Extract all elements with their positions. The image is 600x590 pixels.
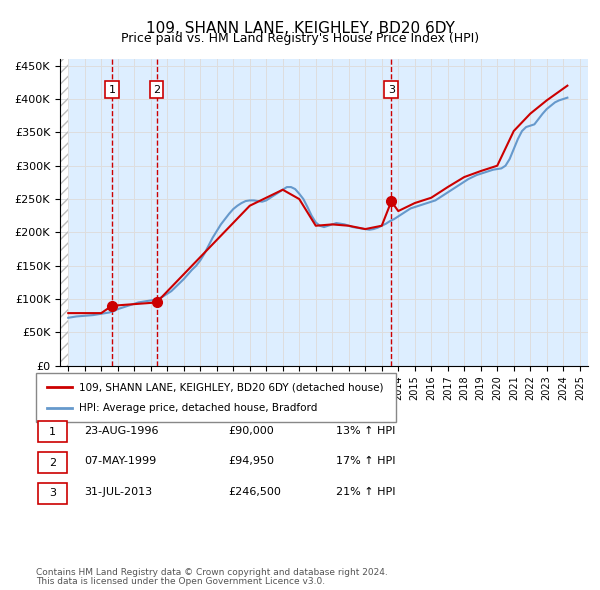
Text: This data is licensed under the Open Government Licence v3.0.: This data is licensed under the Open Gov… <box>36 577 325 586</box>
Text: 3: 3 <box>49 489 56 498</box>
Text: Price paid vs. HM Land Registry's House Price Index (HPI): Price paid vs. HM Land Registry's House … <box>121 32 479 45</box>
Text: £246,500: £246,500 <box>228 487 281 497</box>
Text: 21% ↑ HPI: 21% ↑ HPI <box>336 487 395 497</box>
FancyBboxPatch shape <box>38 483 67 504</box>
FancyBboxPatch shape <box>36 373 396 422</box>
Text: 23-AUG-1996: 23-AUG-1996 <box>84 426 158 435</box>
Text: 109, SHANN LANE, KEIGHLEY, BD20 6DY (detached house): 109, SHANN LANE, KEIGHLEY, BD20 6DY (det… <box>79 382 384 392</box>
Text: 13% ↑ HPI: 13% ↑ HPI <box>336 426 395 435</box>
Text: 07-MAY-1999: 07-MAY-1999 <box>84 457 156 466</box>
Text: HPI: Average price, detached house, Bradford: HPI: Average price, detached house, Brad… <box>79 404 317 414</box>
Text: 2: 2 <box>49 458 56 467</box>
Text: 17% ↑ HPI: 17% ↑ HPI <box>336 457 395 466</box>
Text: £90,000: £90,000 <box>228 426 274 435</box>
Text: 31-JUL-2013: 31-JUL-2013 <box>84 487 152 497</box>
Bar <box>60 59 68 366</box>
Text: 109, SHANN LANE, KEIGHLEY, BD20 6DY: 109, SHANN LANE, KEIGHLEY, BD20 6DY <box>146 21 454 35</box>
Text: 2: 2 <box>153 85 160 94</box>
FancyBboxPatch shape <box>38 421 67 442</box>
Text: 1: 1 <box>49 427 56 437</box>
Text: 3: 3 <box>388 85 395 94</box>
Text: 1: 1 <box>109 85 115 94</box>
FancyBboxPatch shape <box>38 452 67 473</box>
Text: Contains HM Land Registry data © Crown copyright and database right 2024.: Contains HM Land Registry data © Crown c… <box>36 568 388 577</box>
Bar <box>60 59 68 366</box>
Text: £94,950: £94,950 <box>228 457 274 466</box>
